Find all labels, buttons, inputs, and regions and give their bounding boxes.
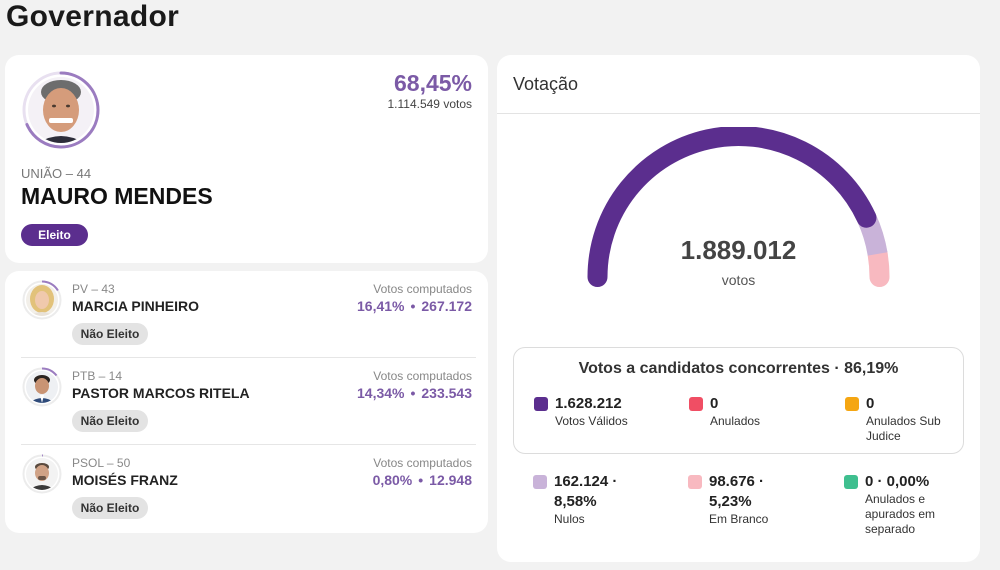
candidate-row[interactable]: PSOL – 50 MOISÉS FRANZ Votos computados … (5, 445, 488, 532)
separator-dot: • (418, 472, 424, 488)
winner-progress-ring (22, 71, 100, 149)
stat-value: 0 (710, 395, 719, 412)
votes-computed-label: Votos computados (373, 282, 472, 296)
winner-party: UNIÃO – 44 (21, 166, 92, 181)
separator-dot: • (410, 385, 416, 401)
winner-name: MAURO MENDES (21, 183, 213, 209)
candidate-row[interactable]: PV – 43 MARCIA PINHEIRO Votos computados… (5, 271, 488, 358)
stat-label: Anulados (710, 414, 761, 428)
candidate-avatar (22, 367, 62, 407)
stat-value: 0 (866, 395, 875, 412)
winner-card[interactable]: 68,45% 1.114.549 votos UNIÃO – 44 MAURO … (5, 55, 488, 263)
candidate-stats: 0,80% • 12.948 (373, 472, 472, 488)
winner-percent: 68,45% (393, 70, 472, 96)
gauge-blank-segment (867, 243, 890, 287)
concurrent-votes-box: Votos a candidatos concorrentes · 86,19%… (513, 347, 964, 454)
winner-photo (28, 77, 94, 143)
stat-value: 1.628.212 (555, 395, 622, 412)
candidate-stats: 16,41% • 267.172 (357, 298, 472, 314)
row-divider (21, 444, 476, 445)
stat-label: Anulados e apurados em separado (865, 492, 936, 536)
votes-card-title: Votação (513, 74, 579, 94)
stat-value: 98.676 · 5,23% (709, 473, 765, 510)
votes-computed-label: Votos computados (373, 456, 472, 470)
candidate-name: MOISÉS FRANZ (72, 472, 178, 488)
candidate-percent: 16,41% (357, 298, 405, 314)
candidate-party: PTB – 14 (72, 369, 123, 383)
stat-label: Anulados Sub Judice (866, 414, 941, 443)
candidate-votes: 233.543 (421, 385, 472, 401)
legend-swatch (688, 475, 702, 489)
gauge-valid-segment (587, 127, 877, 287)
not-elected-badge: Não Eleito (72, 323, 148, 345)
legend-swatch (533, 475, 547, 489)
candidate-party: PV – 43 (72, 282, 115, 296)
candidate-photo (26, 458, 58, 490)
candidate-percent: 0,80% (372, 472, 413, 488)
candidate-avatar (22, 454, 62, 494)
not-elected-badge: Não Eleito (72, 497, 148, 519)
candidate-party: PSOL – 50 (72, 456, 131, 470)
winner-votes: 1.114.549 votos (387, 97, 472, 111)
card-divider (497, 113, 980, 114)
candidate-avatar (22, 280, 62, 320)
legend-swatch (534, 397, 548, 411)
not-elected-badge: Não Eleito (72, 410, 148, 432)
candidate-row[interactable]: PTB – 14 PASTOR MARCOS RITELA Votos comp… (5, 358, 488, 445)
stat-label: Nulos (554, 512, 585, 526)
row-divider (21, 357, 476, 358)
candidate-progress-ring (22, 367, 62, 407)
votes-gauge (587, 127, 890, 287)
candidate-progress-ring (22, 280, 62, 320)
stat-label: Votos Válidos (555, 414, 628, 428)
legend-swatch (844, 475, 858, 489)
separator-dot: • (410, 298, 416, 314)
page-title: Governador (6, 0, 180, 33)
winner-avatar (22, 71, 100, 149)
candidate-votes: 267.172 (421, 298, 472, 314)
total-votes-unit: votos (721, 272, 756, 288)
total-votes: 1.889.012 (680, 235, 797, 265)
candidate-votes: 12.948 (429, 472, 472, 488)
concurrent-votes-title: Votos a candidatos concorrentes · 86,19% (578, 360, 899, 377)
votes-computed-label: Votos computados (373, 369, 472, 383)
stat-value: 0 · 0,00% (865, 473, 930, 490)
candidate-percent: 14,34% (357, 385, 405, 401)
elected-badge: Eleito (21, 224, 88, 246)
legend-swatch (845, 397, 859, 411)
candidate-name: PASTOR MARCOS RITELA (72, 385, 250, 401)
candidate-photo (26, 284, 58, 316)
candidate-stats: 14,34% • 233.543 (357, 385, 472, 401)
legend-swatch (689, 397, 703, 411)
candidate-progress-ring (22, 454, 62, 494)
candidate-name: MARCIA PINHEIRO (72, 298, 200, 314)
stat-label: Em Branco (709, 512, 769, 526)
stat-value: 162.124 · 8,58% (554, 473, 618, 510)
votes-card: Votação 1.889.012 votos Votos a candidat… (497, 55, 980, 562)
candidates-list: PV – 43 MARCIA PINHEIRO Votos computados… (5, 271, 488, 533)
candidate-photo (26, 371, 58, 403)
